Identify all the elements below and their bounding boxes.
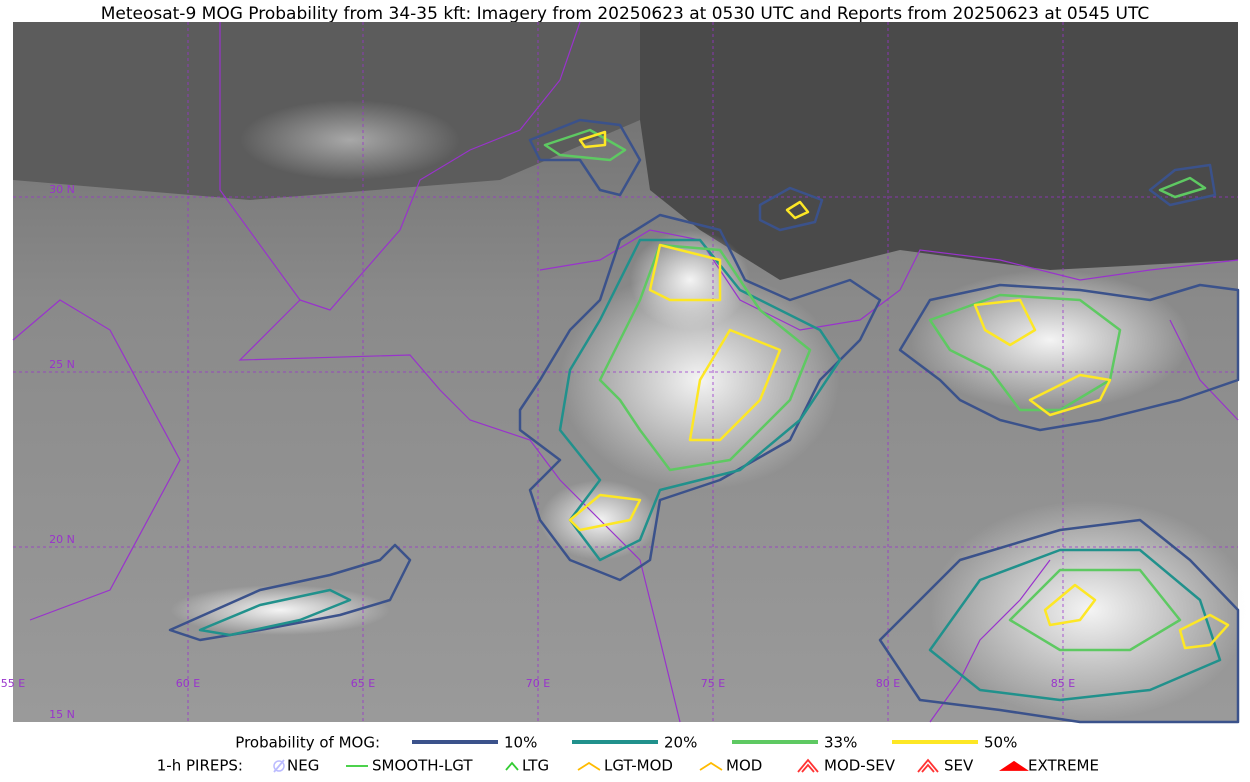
pirep-symbol — [273, 759, 285, 773]
longitude-label: 75 E — [701, 677, 725, 690]
longitude-label: 80 E — [876, 677, 900, 690]
pirep-label: LGT-MOD — [604, 757, 673, 775]
coordinate-labels: 55 E 60 E 65 E 70 E 75 E 80 E 85 E 30 N 25 N 20 N… — [1, 183, 1075, 721]
pirep-label: MOD — [726, 757, 762, 775]
pirep-symbol — [505, 761, 519, 771]
pirep-symbol — [577, 761, 601, 771]
longitude-label: 65 E — [351, 677, 375, 690]
pirep-symbol — [999, 760, 1029, 771]
borders — [12, 21, 1239, 723]
latitude-label: 25 N — [49, 358, 75, 371]
legend-title: 1-h PIREPS: — [157, 757, 243, 775]
title: Meteosat-9 MOG Probability from 34-35 kf… — [101, 4, 1150, 24]
pirep-label: SMOOTH-LGT — [372, 757, 473, 775]
pirep-label: EXTREME — [1028, 757, 1099, 775]
legend-label: 20% — [664, 734, 697, 752]
pirep-label: SEV — [944, 757, 974, 775]
longitude-label: 60 E — [176, 677, 200, 690]
pirep-label: LTG — [522, 757, 549, 775]
pirep-symbol — [797, 758, 819, 773]
legend-label: 50% — [984, 734, 1017, 752]
legend-title: Probability of MOG: — [235, 734, 380, 752]
legend-label: 10% — [504, 734, 537, 752]
pirep-symbol — [917, 758, 939, 773]
longitude-label: 55 E — [1, 677, 25, 690]
latitude-label: 30 N — [49, 183, 75, 196]
contours — [168, 118, 1240, 724]
pirep-label: MOD-SEV — [824, 757, 896, 775]
latitude-label: 15 N — [49, 708, 75, 721]
legend-label: 33% — [824, 734, 857, 752]
pirep-label: NEG — [287, 757, 319, 775]
pirep-symbol — [699, 761, 723, 771]
legend: Probability of MOG: 10% 20% 33% 50% 1-h PIREP… — [157, 734, 1099, 775]
longitude-label: 70 E — [526, 677, 550, 690]
longitude-label: 85 E — [1051, 677, 1075, 690]
pirep-symbol — [273, 760, 285, 772]
latitude-label: 20 N — [49, 533, 75, 546]
